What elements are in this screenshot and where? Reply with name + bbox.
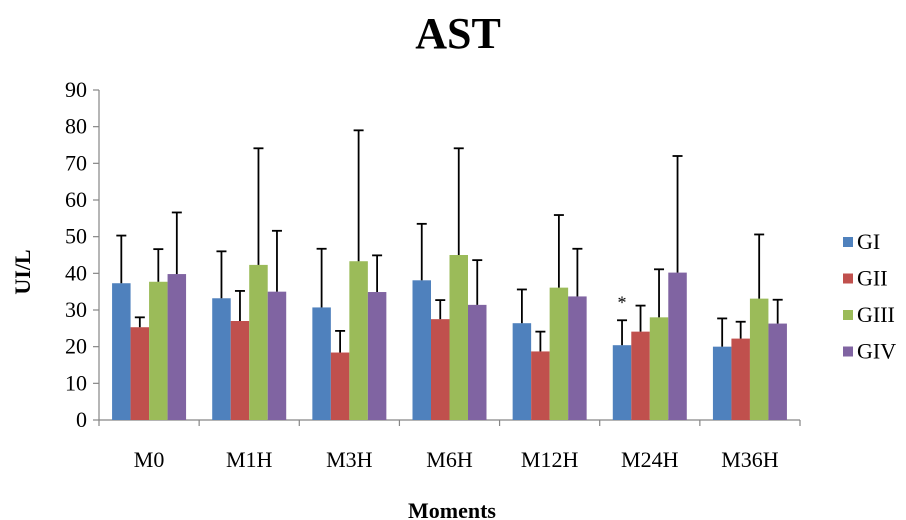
bar-gi-m3h xyxy=(312,307,331,420)
bar-giv-m12h xyxy=(568,296,587,420)
bar-giv-m36h xyxy=(768,323,787,420)
legend-swatch-gii xyxy=(843,273,853,284)
y-tick-label: 90 xyxy=(65,77,87,102)
legend-label-gi: GI xyxy=(857,229,880,254)
bar-gi-m1h xyxy=(212,298,231,420)
y-tick-label: 0 xyxy=(76,407,87,432)
bar-giii-m6h xyxy=(449,255,468,420)
x-tick-label: M24H xyxy=(621,447,679,472)
y-tick-label: 40 xyxy=(65,260,87,285)
x-tick-label: M3H xyxy=(326,447,373,472)
y-tick-label: 50 xyxy=(65,224,87,249)
bar-gii-m12h xyxy=(531,351,550,420)
bar-giv-m24h xyxy=(668,272,687,420)
bar-giii-m24h xyxy=(649,317,669,420)
bar-giv-m0 xyxy=(167,274,187,420)
y-tick-label: 70 xyxy=(65,150,87,175)
x-tick-label: M6H xyxy=(426,447,473,472)
x-axis-label: Moments xyxy=(408,498,496,520)
legend-label-giv: GIV xyxy=(857,339,896,364)
bar-giv-m3h xyxy=(367,292,387,420)
legend-label-gii: GII xyxy=(857,266,888,291)
legend: GI GII GIII GIV xyxy=(843,229,896,364)
bar-giv-m1h xyxy=(267,291,287,420)
y-tick-label: 30 xyxy=(65,297,87,322)
bar-gi-m12h xyxy=(512,323,532,420)
significance-marker: * xyxy=(618,292,627,312)
bar-giii-m36h xyxy=(749,298,769,420)
bar-giv-m6h xyxy=(468,304,487,420)
bar-gii-m36h xyxy=(731,338,750,420)
bar-gi-m36h xyxy=(712,346,732,420)
y-tick-label: 60 xyxy=(65,187,87,212)
bar-giii-m3h xyxy=(349,261,368,420)
legend-swatch-giv xyxy=(843,346,853,357)
x-tick-label: M36H xyxy=(721,447,779,472)
legend-label-giii: GIII xyxy=(857,302,895,327)
bar-gi-m6h xyxy=(412,280,431,420)
y-tick-label: 20 xyxy=(65,334,87,359)
x-tick-label: M1H xyxy=(226,447,273,472)
y-tick-label: 80 xyxy=(65,114,87,139)
chart-title: AST xyxy=(415,9,501,58)
bar-giii-m1h xyxy=(249,264,268,420)
bar-gi-m0 xyxy=(112,283,131,420)
bar-gii-m24h xyxy=(631,331,650,420)
bar-giii-m0 xyxy=(149,281,168,420)
bar-gii-m6h xyxy=(431,319,450,420)
bar-gii-m1h xyxy=(230,321,250,420)
x-tick-label: M0 xyxy=(134,447,165,472)
y-axis-label: UI/L xyxy=(10,249,35,294)
bar-gii-m3h xyxy=(330,352,350,420)
legend-swatch-gi xyxy=(843,237,853,247)
y-tick-label: 10 xyxy=(65,370,87,395)
bar-gii-m0 xyxy=(130,327,150,420)
bar-gi-m24h xyxy=(612,345,632,420)
plot-area: 0 10 20 30 40 50 60 70 80 90 M0 M1H M3H M6H M12H M24H M3… xyxy=(65,77,801,472)
bar-giii-m12h xyxy=(549,287,569,420)
legend-swatch-giii xyxy=(843,310,853,320)
x-tick-label: M12H xyxy=(521,447,579,472)
